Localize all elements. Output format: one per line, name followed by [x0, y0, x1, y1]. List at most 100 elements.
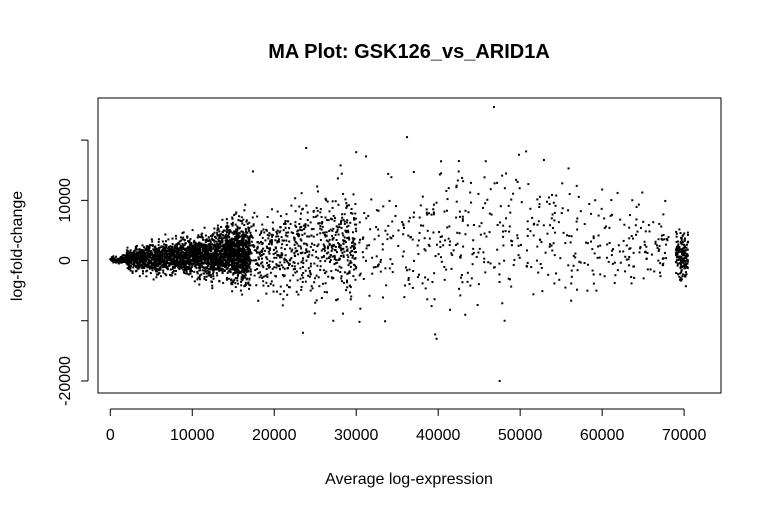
scatter-point: [301, 207, 304, 210]
scatter-point: [173, 247, 176, 250]
scatter-point: [645, 257, 648, 260]
scatter-point: [342, 239, 345, 242]
scatter-point: [243, 243, 246, 246]
scatter-point: [211, 268, 214, 271]
scatter-point: [226, 246, 229, 249]
scatter-point: [240, 243, 243, 246]
scatter-point: [148, 244, 151, 247]
scatter-point: [157, 261, 160, 264]
scatter-point: [219, 250, 222, 253]
scatter-point: [401, 221, 404, 224]
scatter-point: [428, 245, 431, 248]
scatter-point: [412, 170, 415, 173]
scatter-point: [339, 222, 342, 225]
scatter-point: [231, 290, 234, 293]
scatter-point: [243, 249, 246, 252]
scatter-point: [165, 262, 168, 265]
scatter-point: [662, 213, 665, 216]
scatter-point: [221, 231, 224, 234]
scatter-point: [194, 263, 197, 266]
scatter-point: [307, 256, 310, 259]
scatter-point: [496, 223, 499, 226]
scatter-point: [187, 258, 190, 261]
scatter-point: [663, 238, 666, 241]
scatter-point: [215, 255, 218, 258]
scatter-point: [166, 247, 169, 250]
scatter-point: [190, 266, 193, 269]
scatter-point: [352, 238, 355, 241]
scatter-point: [223, 236, 226, 239]
scatter-point: [157, 259, 160, 262]
scatter-point: [142, 254, 145, 257]
scatter-point: [686, 234, 689, 237]
scatter-point: [225, 236, 228, 239]
scatter-point: [220, 249, 223, 252]
scatter-point: [250, 235, 253, 238]
scatter-point: [244, 258, 247, 261]
scatter-point: [133, 255, 136, 258]
scatter-point: [249, 231, 252, 234]
scatter-point: [124, 256, 127, 259]
scatter-point: [566, 234, 569, 237]
scatter-point: [548, 196, 551, 199]
scatter-point: [168, 253, 171, 256]
scatter-point: [296, 230, 299, 233]
scatter-point: [435, 243, 438, 246]
scatter-point: [660, 225, 663, 228]
scatter-point: [285, 213, 288, 216]
scatter-point: [157, 265, 160, 268]
scatter-point: [184, 261, 187, 264]
scatter-point: [225, 245, 228, 248]
scatter-point: [331, 255, 334, 258]
scatter-point: [471, 263, 474, 266]
scatter-point: [684, 246, 687, 249]
scatter-point: [431, 281, 434, 284]
scatter-point: [449, 308, 452, 311]
scatter-point: [325, 257, 328, 260]
scatter-point: [439, 246, 442, 249]
scatter-point: [157, 258, 160, 261]
scatter-point: [173, 265, 176, 268]
scatter-point: [654, 240, 657, 243]
scatter-point: [322, 254, 325, 257]
scatter-point: [236, 229, 239, 232]
scatter-point: [155, 247, 158, 250]
scatter-point: [164, 265, 167, 268]
scatter-point: [215, 237, 218, 240]
scatter-point: [205, 238, 208, 241]
scatter-point: [411, 286, 414, 289]
scatter-point: [110, 257, 113, 260]
scatter-point: [286, 293, 289, 296]
scatter-point: [245, 254, 248, 257]
scatter-point: [233, 214, 236, 217]
scatter-point: [201, 265, 204, 268]
scatter-point: [222, 265, 225, 268]
scatter-point: [236, 246, 239, 249]
scatter-point: [320, 221, 323, 224]
scatter-point: [222, 243, 225, 246]
scatter-point: [286, 267, 289, 270]
scatter-point: [302, 257, 305, 260]
scatter-point: [295, 290, 298, 293]
scatter-point: [163, 253, 166, 256]
scatter-point: [162, 266, 165, 269]
scatter-point: [212, 277, 215, 280]
scatter-point: [327, 256, 330, 259]
scatter-point: [214, 262, 217, 265]
scatter-point: [139, 251, 142, 254]
scatter-point: [432, 203, 435, 206]
scatter-point: [389, 236, 392, 239]
scatter-point: [317, 243, 320, 246]
scatter-point: [683, 239, 686, 242]
scatter-point: [210, 247, 213, 250]
scatter-point: [625, 244, 628, 247]
scatter-point: [185, 266, 188, 269]
scatter-point: [225, 254, 228, 257]
scatter-point: [619, 261, 622, 264]
scatter-point: [338, 223, 341, 226]
scatter-point: [308, 253, 311, 256]
scatter-point: [225, 253, 228, 256]
scatter-point: [173, 266, 176, 269]
scatter-point: [282, 239, 285, 242]
scatter-point: [217, 264, 220, 267]
